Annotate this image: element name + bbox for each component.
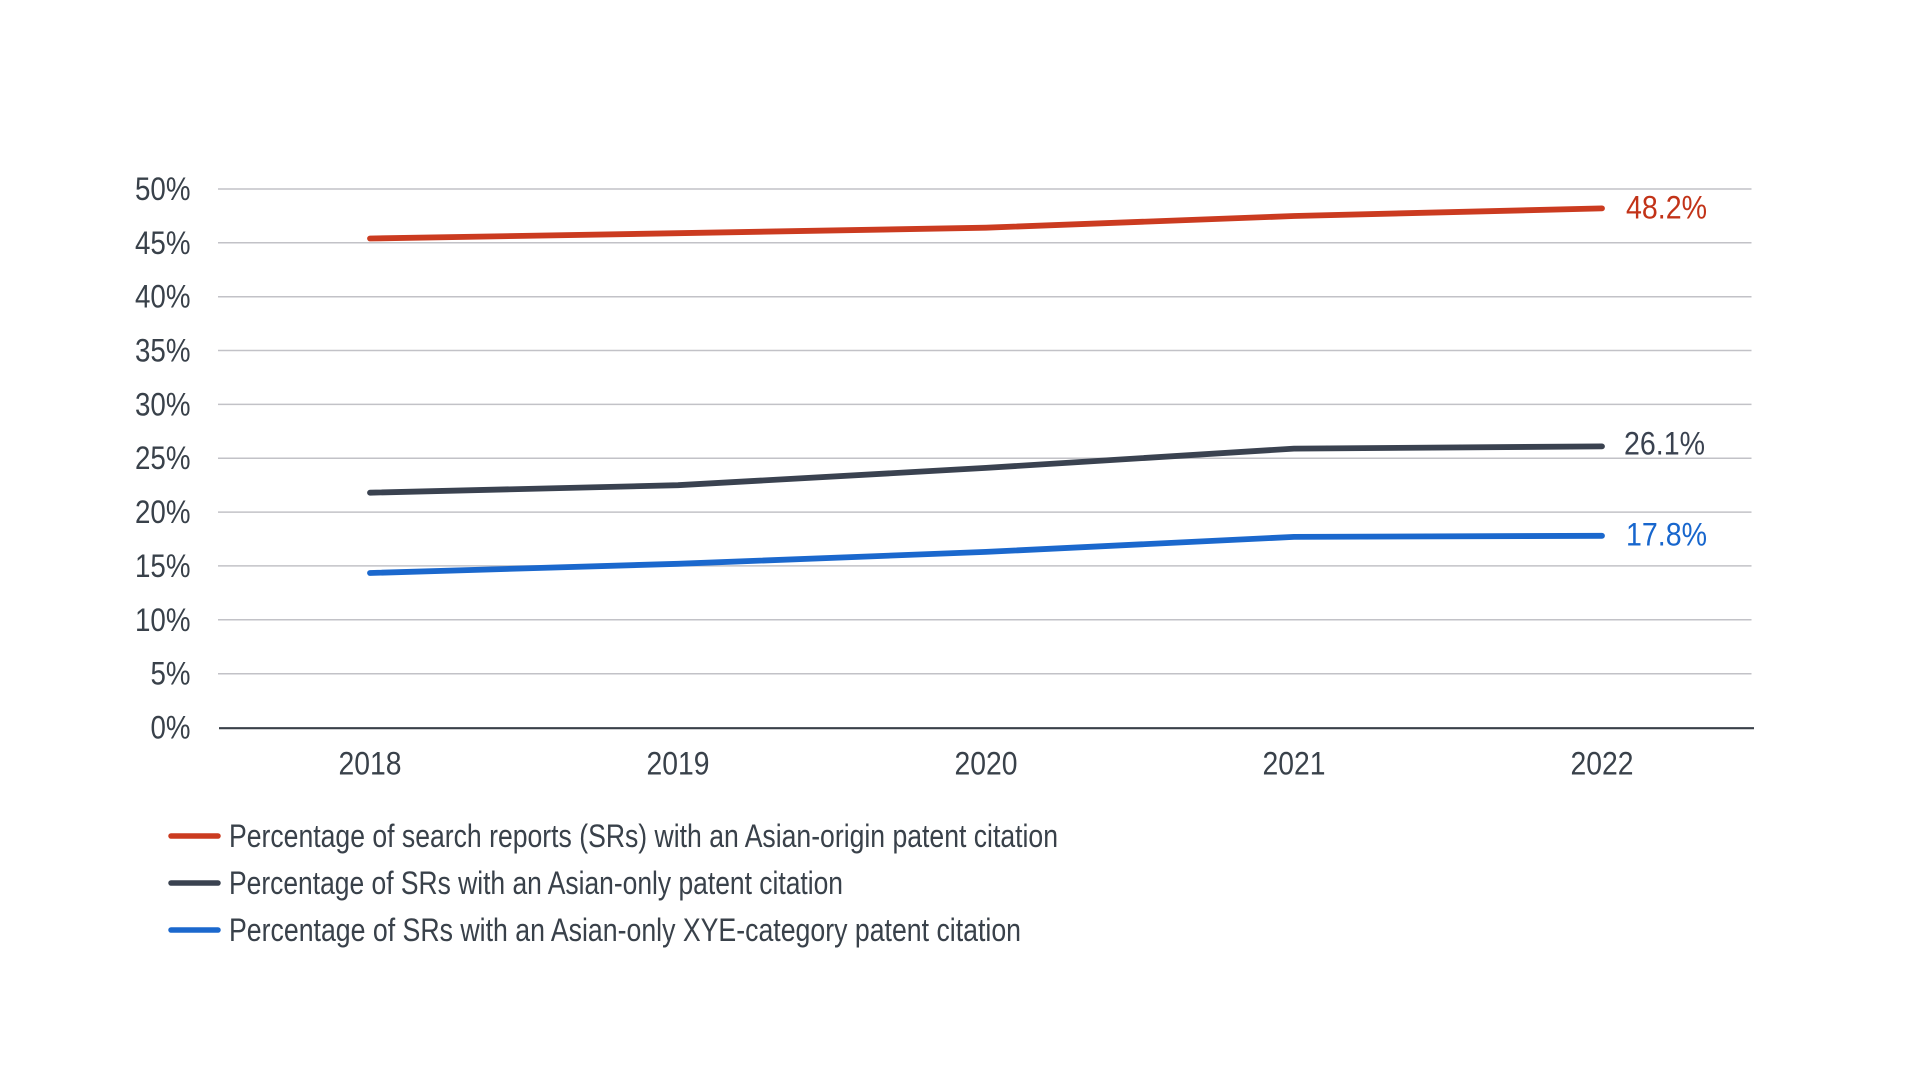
svg-text:26.1%: 26.1% — [1624, 426, 1705, 462]
svg-text:Percentage of SRs with an Asia: Percentage of SRs with an Asian-only XYE… — [229, 912, 1021, 948]
svg-text:25%: 25% — [135, 440, 191, 476]
svg-text:2022: 2022 — [1571, 746, 1634, 782]
svg-text:15%: 15% — [135, 548, 191, 584]
svg-text:2020: 2020 — [955, 746, 1018, 782]
svg-text:2021: 2021 — [1263, 746, 1326, 782]
svg-text:10%: 10% — [135, 602, 191, 638]
svg-text:40%: 40% — [135, 279, 191, 315]
svg-text:5%: 5% — [151, 656, 191, 692]
svg-text:45%: 45% — [135, 225, 191, 261]
svg-text:2019: 2019 — [647, 746, 710, 782]
svg-text:30%: 30% — [135, 386, 191, 422]
svg-text:48.2%: 48.2% — [1626, 190, 1707, 226]
svg-text:Percentage of search reports (: Percentage of search reports (SRs) with … — [229, 818, 1058, 854]
svg-text:20%: 20% — [135, 494, 191, 530]
svg-text:2018: 2018 — [339, 746, 402, 782]
svg-text:35%: 35% — [135, 333, 191, 369]
svg-text:17.8%: 17.8% — [1626, 517, 1707, 553]
svg-text:Percentage of SRs with an Asia: Percentage of SRs with an Asian-only pat… — [229, 865, 843, 901]
svg-text:50%: 50% — [135, 171, 191, 207]
svg-text:0%: 0% — [151, 710, 191, 746]
